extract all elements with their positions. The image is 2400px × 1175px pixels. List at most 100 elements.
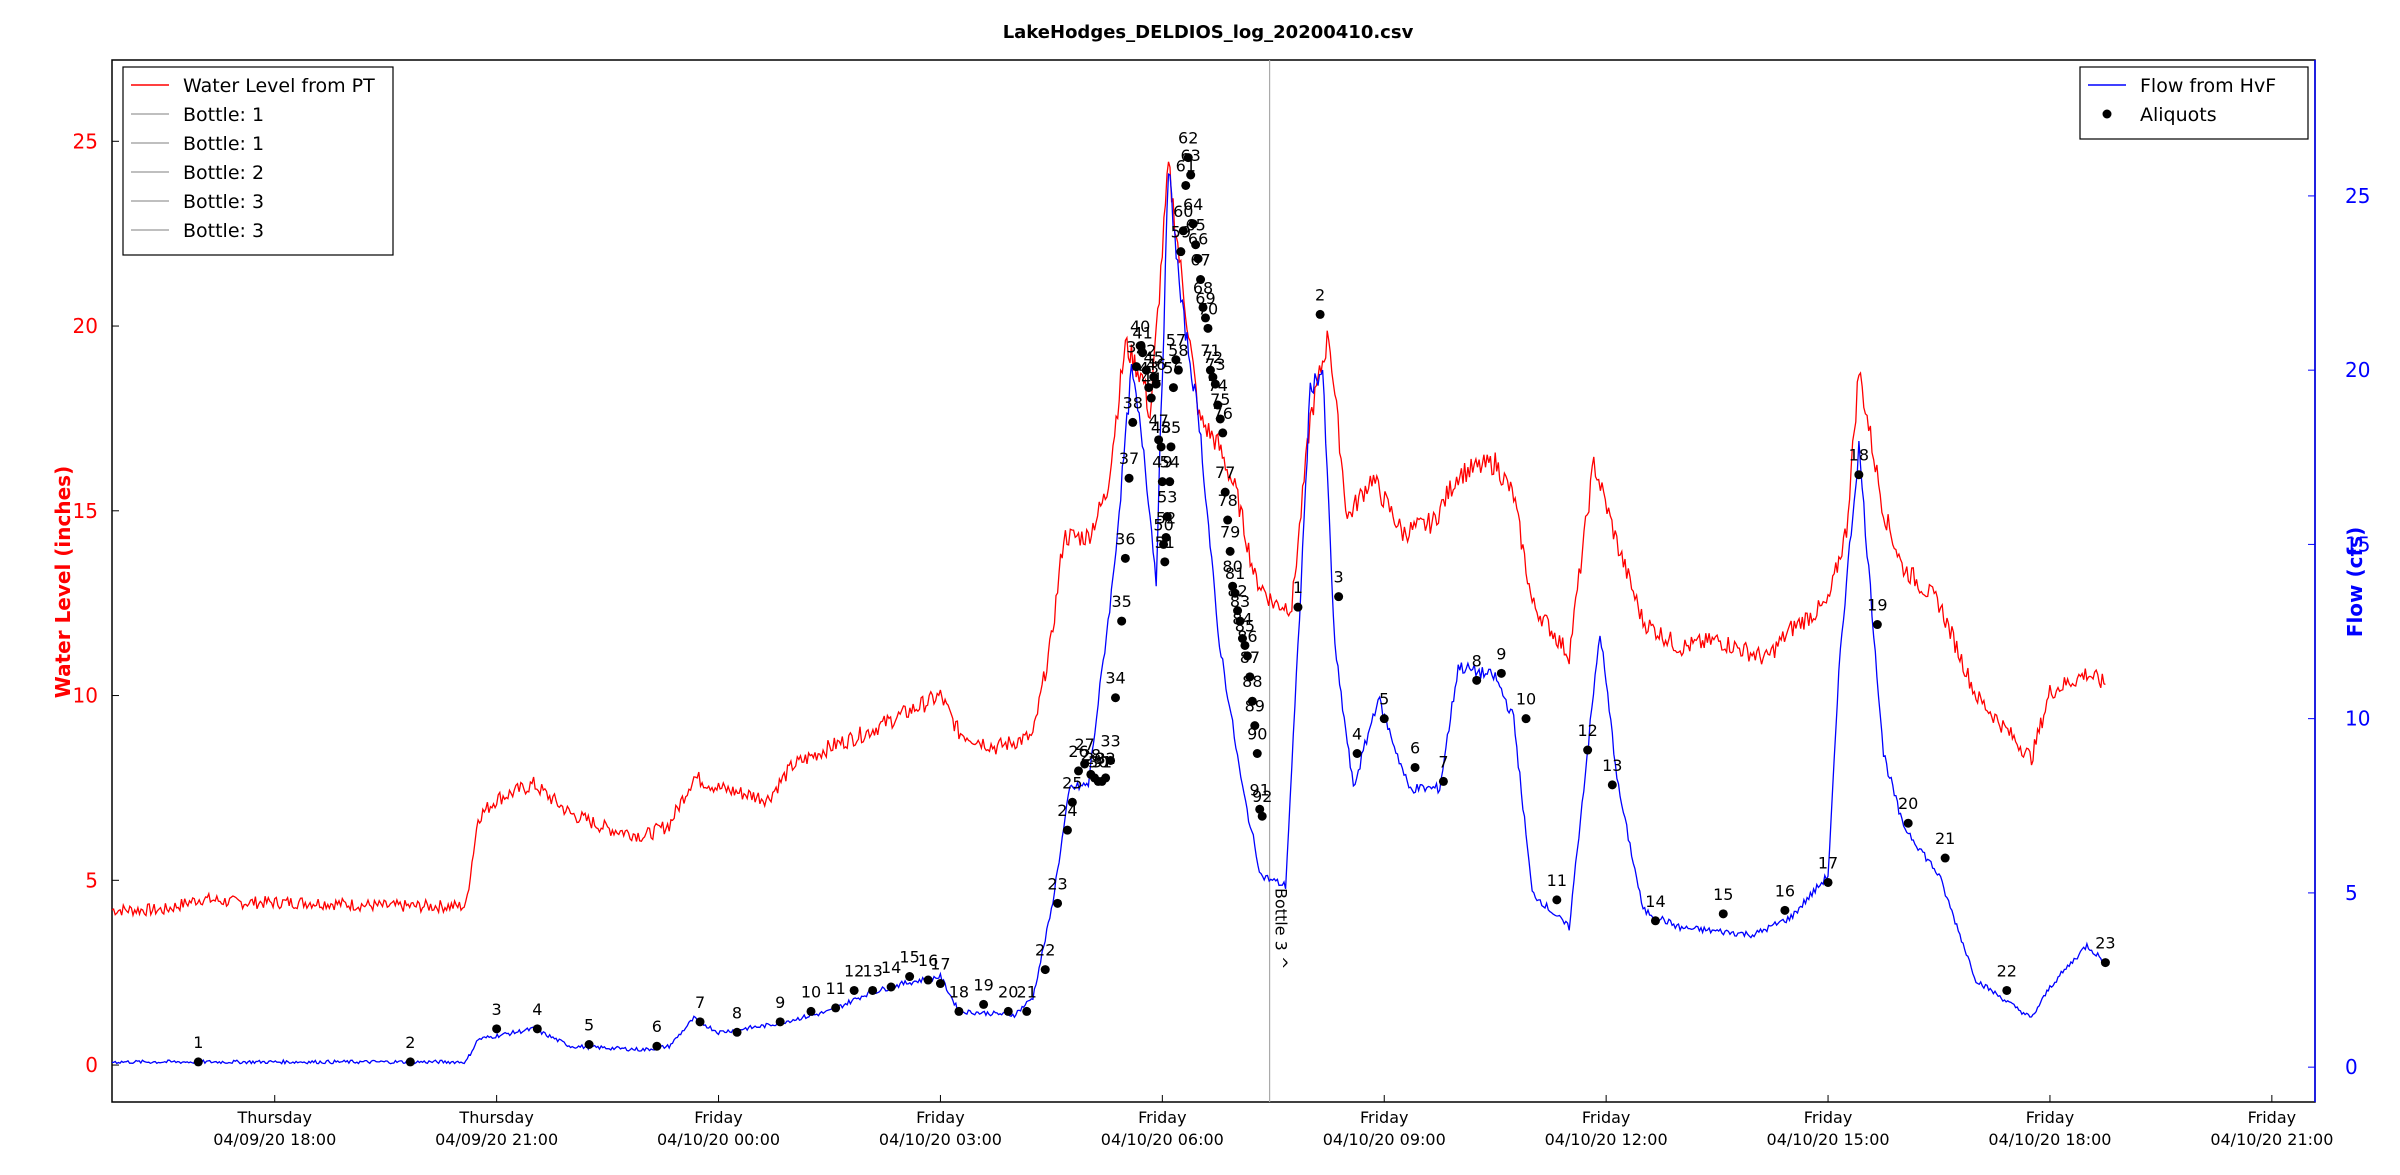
- aliquot-label: 37: [1119, 449, 1139, 468]
- aliquot-label: 57: [1166, 331, 1186, 350]
- aliquot-point: [1106, 755, 1116, 765]
- aliquot-point: [1203, 323, 1213, 333]
- left-ytick-label: 15: [73, 499, 98, 523]
- aliquot-label: 82: [1227, 582, 1247, 601]
- aliquot-label: 67: [1190, 251, 1210, 270]
- xtick-date: 04/10/20 21:00: [2210, 1130, 2333, 1149]
- aliquot-point: [1135, 341, 1145, 351]
- aliquot-point: [1003, 1006, 1013, 1016]
- aliquot-label: 26: [1068, 742, 1088, 761]
- aliquot-point: [1352, 749, 1362, 759]
- aliquot-label: 21: [1017, 982, 1037, 1001]
- legend-entry: Aliquots: [2140, 104, 2217, 126]
- aliquot-label: 6: [1410, 738, 1420, 757]
- aliquot-point: [905, 972, 915, 982]
- bottle-line-label: Bottle 3 ^: [1272, 888, 1291, 969]
- series-line: [111, 172, 2106, 1066]
- aliquot-point: [1200, 313, 1210, 323]
- aliquot-label: 11: [1547, 871, 1567, 890]
- aliquot-point: [868, 985, 878, 995]
- aliquot-point: [1293, 602, 1303, 612]
- aliquot-label: 65: [1185, 216, 1205, 235]
- aliquot-point: [1022, 1006, 1032, 1016]
- aliquot-point: [1780, 905, 1790, 915]
- aliquot-point: [1160, 557, 1170, 567]
- aliquot-label: 3: [1334, 568, 1344, 587]
- xtick-day: Friday: [694, 1108, 743, 1127]
- aliquot-label: 92: [1252, 787, 1272, 806]
- aliquot-point: [1334, 592, 1344, 602]
- aliquot-point: [1080, 759, 1090, 769]
- aliquot-label: 62: [1178, 129, 1198, 148]
- aliquot-label: 77: [1215, 463, 1235, 482]
- aliquot-point: [1154, 435, 1164, 445]
- right-ytick-label: 25: [2345, 184, 2370, 208]
- legend-right-box: [2079, 66, 2309, 140]
- legend-right: Flow from HvF Aliquots: [2079, 66, 2309, 140]
- aliquot-point: [1144, 383, 1154, 393]
- xtick-date: 04/10/20 12:00: [1545, 1130, 1668, 1149]
- aliquot-point: [2002, 985, 2012, 995]
- aliquot-point: [1186, 170, 1196, 180]
- aliquot-label: 13: [862, 961, 882, 980]
- aliquot-label: 20: [998, 982, 1018, 1001]
- aliquot-point: [492, 1024, 502, 1034]
- aliquot-point: [1250, 721, 1260, 731]
- xtick-date: 04/10/20 06:00: [1101, 1130, 1224, 1149]
- aliquot-point: [1257, 811, 1267, 821]
- aliquot-label: 81: [1225, 564, 1245, 583]
- aliquot-point: [1496, 668, 1506, 678]
- aliquot-point: [849, 985, 859, 995]
- left-ytick-label: 0: [85, 1053, 98, 1077]
- aliquot-point: [1198, 302, 1208, 312]
- aliquot-point: [831, 1003, 841, 1013]
- aliquot-label: 18: [949, 982, 969, 1001]
- aliquot-point: [1223, 515, 1233, 525]
- legend-entry: Water Level from PT: [183, 75, 375, 97]
- aliquot-label: 30: [1088, 752, 1108, 771]
- aliquot-point: [979, 999, 989, 1009]
- aliquot-label: 45: [1144, 348, 1164, 367]
- aliquot-label: 38: [1123, 393, 1143, 412]
- aliquot-point: [1141, 365, 1151, 375]
- aliquot-point: [1157, 477, 1167, 487]
- legend-entry: Bottle: 3: [183, 220, 264, 242]
- aliquot-label: 63: [1181, 146, 1201, 165]
- aliquot-label: 10: [801, 982, 821, 1001]
- aliquot-point: [1161, 532, 1171, 542]
- aliquot-label: 2: [1315, 285, 1325, 304]
- aliquot-label: 47: [1148, 411, 1168, 430]
- xtick-date: 04/10/20 09:00: [1323, 1130, 1446, 1149]
- aliquot-label: 75: [1210, 390, 1230, 409]
- aliquot-label: 88: [1242, 672, 1262, 691]
- aliquot-label: 2: [405, 1033, 415, 1052]
- aliquot-point: [1233, 606, 1243, 616]
- aliquot-point: [954, 1006, 964, 1016]
- aliquot-point: [1235, 616, 1245, 626]
- aliquot-point: [695, 1017, 705, 1027]
- aliquot-label: 54: [1160, 453, 1180, 472]
- aliquot-point: [1718, 909, 1728, 919]
- aliquot-label: 55: [1161, 418, 1181, 437]
- aliquot-point: [1193, 254, 1203, 264]
- aliquot-point: [1252, 749, 1262, 759]
- aliquot-point: [1062, 825, 1072, 835]
- aliquot-point: [1117, 616, 1127, 626]
- aliquot-label: 19: [1867, 596, 1887, 615]
- aliquot-label: 85: [1235, 616, 1255, 635]
- aliquot-point: [1872, 620, 1882, 630]
- aliquot-label: 83: [1230, 592, 1250, 611]
- aliquot-point: [1156, 442, 1166, 452]
- legend-entry: Bottle: 3: [183, 191, 264, 213]
- aliquot-point: [1228, 581, 1238, 591]
- aliquot-label: 36: [1115, 529, 1135, 548]
- right-ytick-label: 20: [2345, 358, 2370, 382]
- aliquot-point: [1168, 383, 1178, 393]
- aliquot-point: [1255, 804, 1265, 814]
- left-ytick-label: 5: [85, 868, 98, 892]
- aliquot-label: 91: [1250, 780, 1270, 799]
- aliquot-point: [1176, 247, 1186, 257]
- aliquot-label: 68: [1193, 278, 1213, 297]
- aliquot-point: [1191, 240, 1201, 250]
- aliquot-point: [193, 1057, 203, 1067]
